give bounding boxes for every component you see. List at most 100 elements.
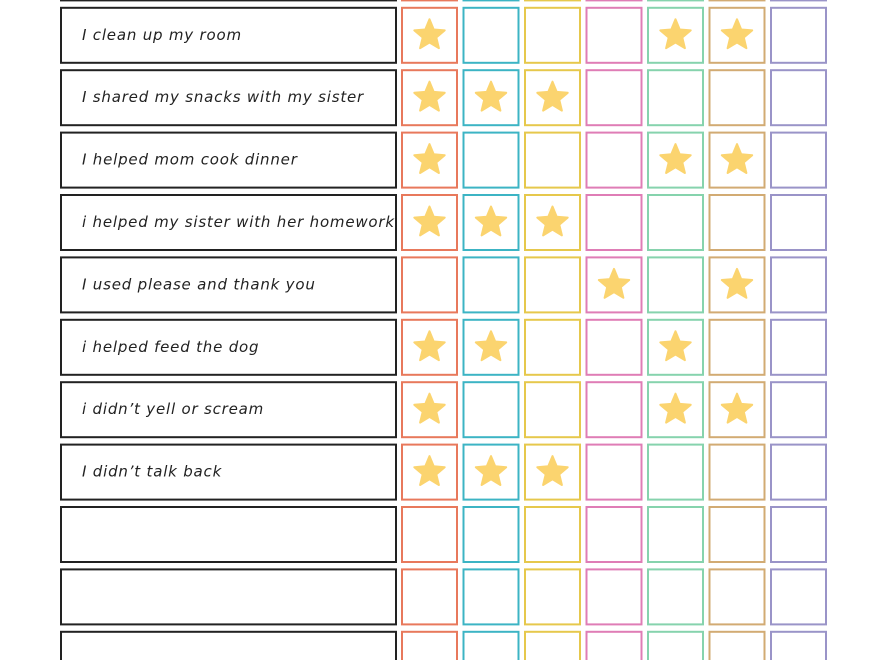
star-box (770, 318, 827, 376)
star-box (647, 381, 704, 439)
star (659, 330, 692, 362)
star-box (647, 630, 704, 660)
star (413, 18, 446, 50)
task-box (60, 69, 397, 127)
star-box (770, 506, 827, 563)
star-box (524, 568, 581, 626)
star (474, 80, 508, 112)
star-box (462, 381, 520, 439)
star (413, 392, 446, 424)
star-box (708, 630, 766, 660)
task-label: I shared my snacks with my sister (82, 88, 364, 106)
task-label: I clean up my room (82, 26, 242, 44)
star-box (401, 194, 458, 251)
star-box (647, 194, 704, 251)
task-label: i helped my sister with her homework (82, 213, 395, 231)
star-box (770, 194, 827, 251)
star (413, 143, 446, 174)
star-box (708, 69, 766, 127)
star-box (770, 568, 827, 626)
star-box (708, 131, 766, 189)
star-box (585, 381, 643, 439)
star (536, 455, 569, 486)
star-box (647, 131, 704, 189)
task-label: I didn’t talk back (82, 463, 223, 481)
star-box (708, 6, 766, 64)
star (597, 267, 631, 299)
star-box (401, 69, 458, 127)
task-box (60, 443, 397, 501)
star-box (770, 6, 827, 64)
star (413, 330, 446, 362)
star-box (770, 443, 827, 501)
star (474, 330, 508, 362)
star-box (585, 131, 643, 189)
task-box (60, 381, 397, 439)
star-box (647, 443, 704, 501)
star-box (647, 6, 704, 64)
task-label: I helped mom cook dinner (82, 151, 298, 169)
star-box (770, 381, 827, 439)
star-box (401, 6, 458, 64)
star (659, 392, 692, 424)
star-box (401, 318, 458, 376)
star-box (585, 630, 643, 660)
star-box (708, 568, 766, 626)
star-box (462, 630, 520, 660)
star-box (585, 69, 643, 127)
star-box (585, 506, 643, 563)
star-box (708, 506, 766, 563)
star (536, 80, 569, 112)
star-box (708, 256, 766, 314)
task-box (60, 256, 397, 314)
star-box (524, 131, 581, 189)
star-box (462, 568, 520, 626)
task-box (60, 194, 397, 251)
star-box (524, 256, 581, 314)
star-box (585, 568, 643, 626)
star (720, 18, 754, 50)
task-label: i didn’t yell or scream (82, 400, 264, 418)
star (720, 143, 754, 174)
star-box (401, 381, 458, 439)
star-box (770, 131, 827, 189)
star-box (401, 630, 458, 660)
star (659, 18, 692, 50)
task-box (60, 6, 397, 64)
star-box (524, 443, 581, 501)
star-box (401, 131, 458, 189)
star-box (401, 506, 458, 563)
task-label: I used please and thank you (82, 275, 316, 293)
star-box (770, 69, 827, 127)
star (413, 455, 446, 486)
star-box (585, 318, 643, 376)
star-box (462, 318, 520, 376)
star-box (524, 318, 581, 376)
star-box (462, 194, 520, 251)
star-box (401, 568, 458, 626)
star-box (524, 6, 581, 64)
star-box (401, 256, 458, 314)
star-box (708, 443, 766, 501)
star-box (708, 381, 766, 439)
star-box (708, 194, 766, 251)
star-box (524, 506, 581, 563)
star-box (462, 6, 520, 64)
star-box (770, 256, 827, 314)
star-box (462, 256, 520, 314)
star (720, 267, 754, 299)
star (720, 392, 754, 424)
star-box (524, 630, 581, 660)
star-box (647, 506, 704, 563)
star-box (462, 506, 520, 563)
star (474, 455, 508, 486)
star-box (585, 194, 643, 251)
star (413, 205, 446, 237)
star-box (401, 443, 458, 501)
star-box (708, 318, 766, 376)
star-box (524, 194, 581, 251)
star-box (585, 256, 643, 314)
star (413, 80, 446, 112)
